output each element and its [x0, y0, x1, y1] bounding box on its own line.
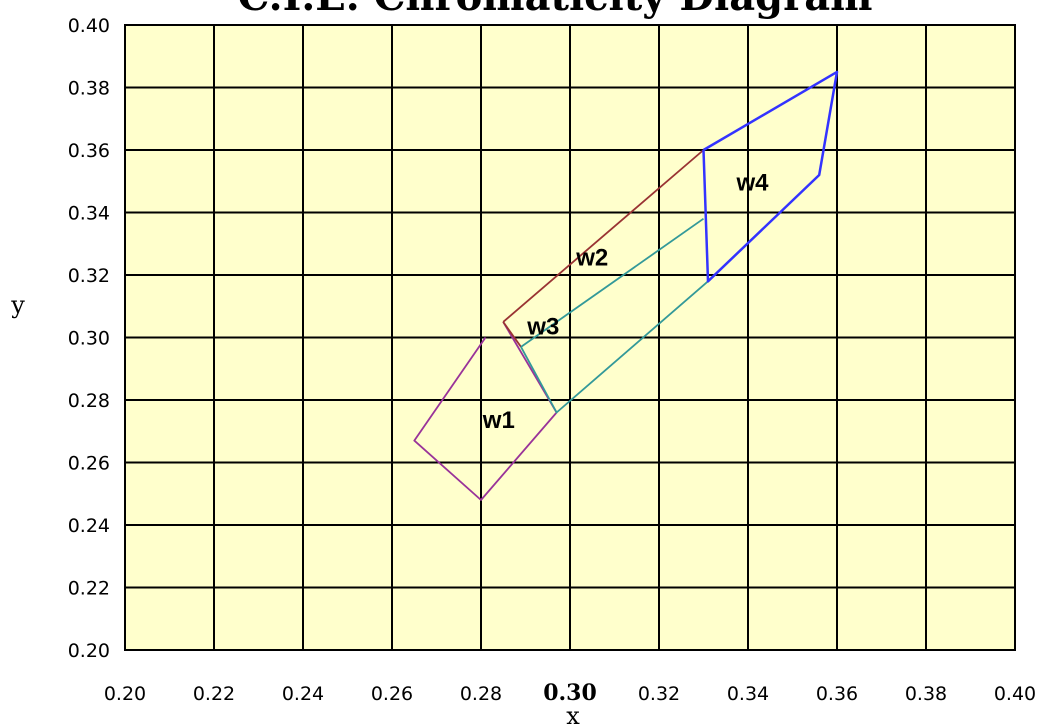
x-tick-label: 0.28 — [460, 683, 502, 705]
region-label-w4: w4 — [735, 170, 769, 197]
y-tick-label: 0.40 — [68, 15, 110, 37]
series-line-w2 — [502, 149, 705, 323]
region-label-w1: w1 — [482, 407, 515, 434]
x-tick-label: 0.40 — [994, 683, 1036, 705]
x-tick-label: 0.30 — [543, 680, 597, 706]
y-tick-label: 0.22 — [68, 578, 110, 600]
x-axis-label: x — [566, 702, 580, 727]
series-layer — [413, 70, 839, 501]
region-label-w3: w3 — [526, 313, 559, 340]
y-axis-label: y — [10, 291, 25, 319]
x-tick-label: 0.20 — [104, 683, 146, 705]
y-tick-label: 0.30 — [68, 328, 110, 350]
x-tick-label: 0.26 — [371, 683, 413, 705]
y-tick-label: 0.24 — [68, 515, 110, 537]
series-line-w2 — [502, 321, 522, 348]
x-tick-label: 0.38 — [905, 683, 947, 705]
series-line-w3 — [520, 280, 709, 414]
y-tick-label: 0.20 — [68, 640, 110, 662]
x-tick-label: 0.32 — [638, 683, 680, 705]
y-tick-label: 0.26 — [68, 453, 110, 475]
y-tick-labels: 0.20 0.22 0.24 0.26 0.28 0.30 0.32 0.34 0.36 0.38… — [68, 15, 110, 662]
y-tick-label: 0.36 — [68, 140, 110, 162]
region-labels: w1 w2 w3 w4 — [482, 170, 769, 435]
y-tick-label: 0.32 — [68, 265, 110, 287]
x-tick-label: 0.36 — [816, 683, 858, 705]
series-line-w3 — [520, 217, 705, 348]
y-tick-label: 0.34 — [68, 203, 110, 225]
x-tick-labels: 0.20 0.22 0.24 0.26 0.28 0.30 0.32 0.34 0.36 0.38… — [104, 680, 1036, 706]
x-tick-label: 0.24 — [282, 683, 324, 705]
series-line-w4 — [702, 70, 839, 283]
region-label-w2: w2 — [575, 245, 608, 272]
gridlines — [125, 25, 1015, 650]
y-tick-label: 0.38 — [68, 78, 110, 100]
series-line-w1 — [413, 321, 558, 501]
chart-title: C.I.E. Chromaticity Diagram — [238, 0, 873, 20]
y-tick-label: 0.28 — [68, 390, 110, 412]
x-tick-label: 0.34 — [727, 683, 769, 705]
x-tick-label: 0.22 — [193, 683, 235, 705]
